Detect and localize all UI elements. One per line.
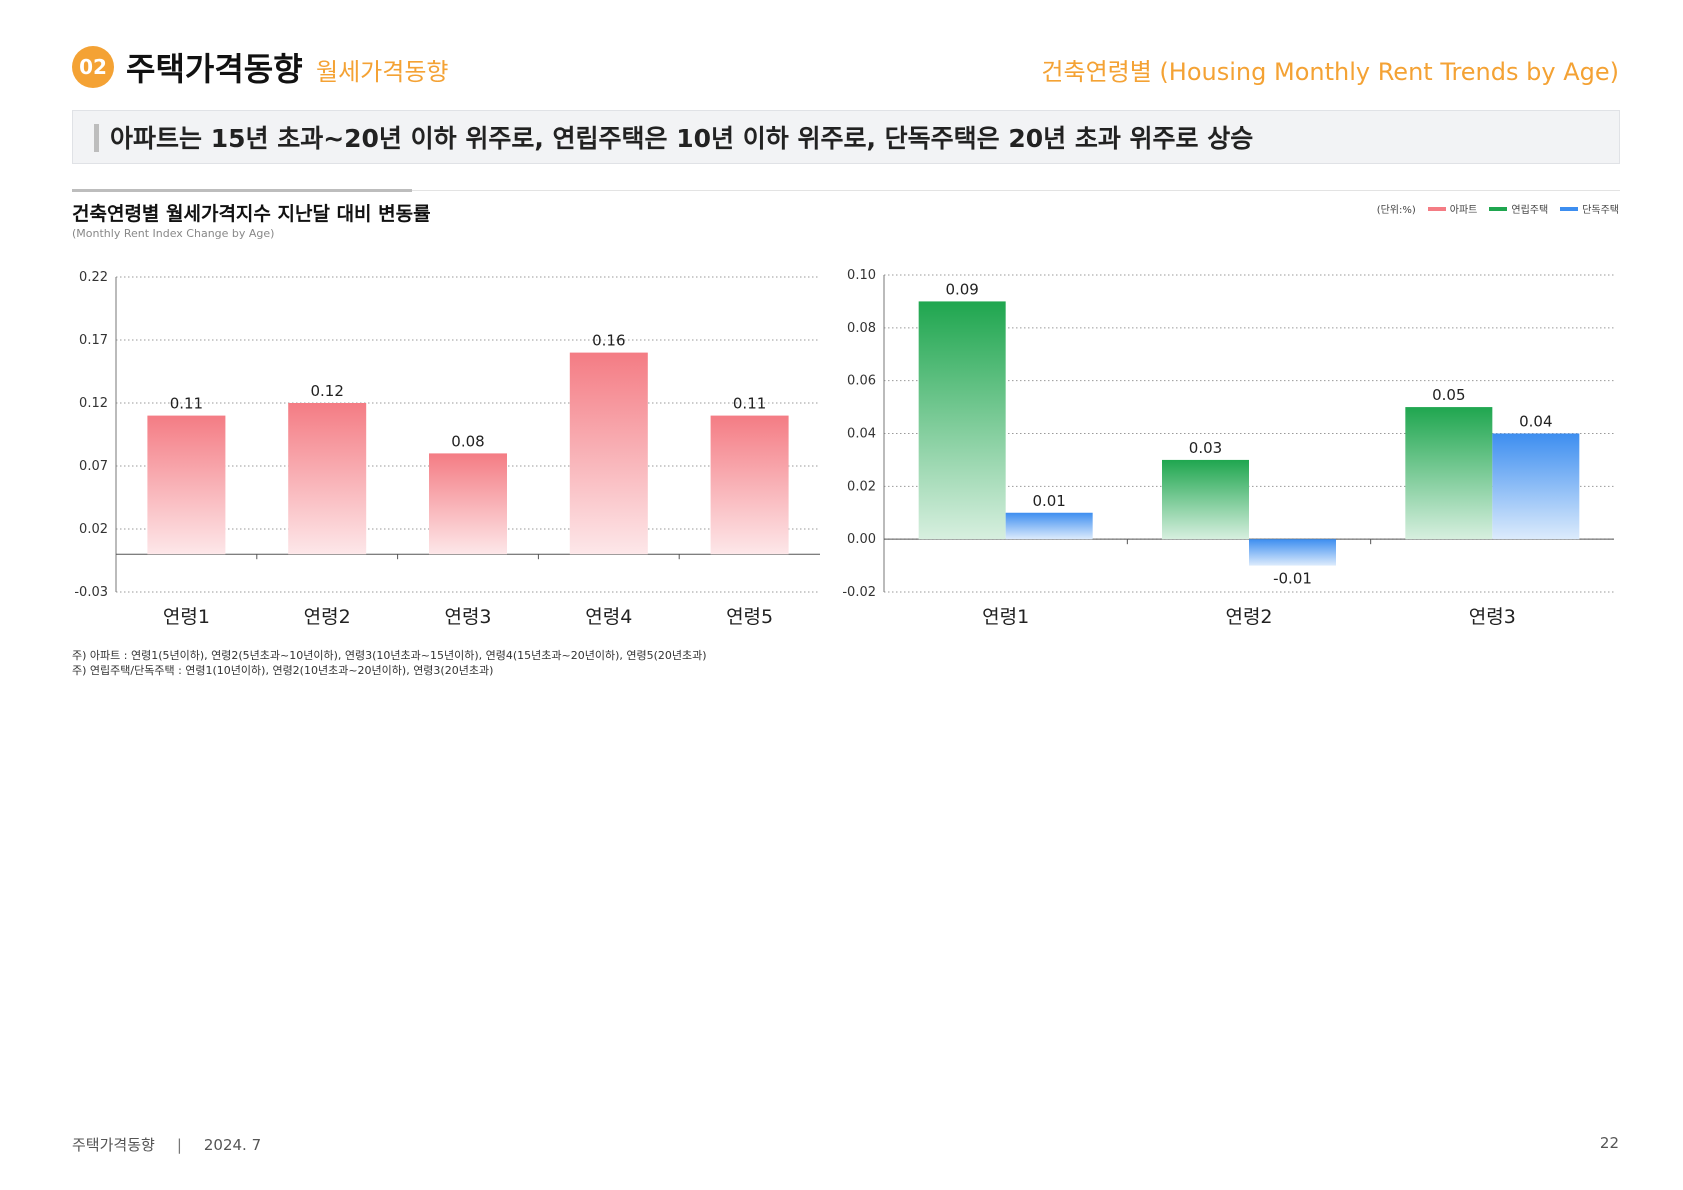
rowhouse-detached-data-label: 0.04 — [1519, 413, 1552, 431]
rowhouse-detached-bar — [1162, 459, 1249, 540]
rowhouse-detached-ytick-label: 0.00 — [847, 532, 876, 547]
apartment-category-label: 연령2 — [304, 606, 351, 628]
rowhouse-detached-category-label: 연령3 — [1469, 606, 1516, 628]
apartment-ytick-label: -0.03 — [74, 585, 108, 600]
apartment-category-label: 연령4 — [585, 606, 632, 628]
apartment-bar — [147, 415, 226, 555]
apartment-ytick-label: 0.12 — [79, 396, 108, 411]
chart-title: 건축연령별 월세가격지수 지난달 대비 변동률 — [72, 203, 431, 225]
section-title: 주택가격동향 — [126, 50, 303, 88]
legend-swatch-detached — [1560, 206, 1579, 211]
page-topic-title: 건축연령별 (Housing Monthly Rent Trends by Ag… — [1041, 58, 1619, 86]
rowhouse-detached-ytick-label: 0.10 — [847, 268, 876, 283]
legend-label-apartment: 아파트 — [1449, 205, 1478, 216]
rowhouse-detached-ytick-label: 0.08 — [847, 321, 876, 336]
rowhouse-detached-bar — [1249, 539, 1336, 566]
legend-item-rowhouse: 연립주택 — [1489, 201, 1548, 216]
legend-swatch-rowhouse — [1489, 206, 1508, 211]
apartment-data-label: 0.16 — [592, 332, 625, 350]
section-divider-accent — [72, 189, 412, 192]
footer-title: 주택가격동향 — [72, 1136, 155, 1154]
rowhouse-detached-bar — [1492, 433, 1580, 540]
rowhouse-detached-data-label: 0.05 — [1432, 386, 1465, 404]
apartment-bar — [429, 453, 507, 555]
rowhouse-detached-bar-chart: 0.10 0.08 0.06 0.04 0.02 0.00 -0.02 0.09 0.03 0.0… — [842, 268, 1614, 628]
legend-label-rowhouse: 연립주택 — [1511, 205, 1549, 216]
apartment-ytick-label: 0.07 — [79, 459, 108, 474]
headline-accent-bar — [94, 124, 99, 152]
legend-swatch-apartment — [1427, 206, 1446, 211]
legend-item-apartment: 아파트 — [1427, 201, 1478, 216]
headline-text: 아파트는 15년 초과~20년 이하 위주로, 연립주택은 10년 이하 위주로… — [110, 124, 1254, 153]
headline-box — [72, 110, 1620, 164]
rowhouse-detached-data-label: 0.01 — [1032, 492, 1065, 510]
apartment-bar — [569, 352, 648, 555]
apartment-data-label: 0.11 — [733, 395, 766, 413]
chart-subtitle: (Monthly Rent Index Change by Age) — [72, 227, 275, 240]
footer-publication: 주택가격동향 | 2024. 7 — [72, 1134, 261, 1155]
rowhouse-detached-data-label: -0.01 — [1273, 570, 1312, 588]
apartment-category-label: 연령5 — [726, 606, 773, 628]
section-number-badge: 02 — [72, 46, 114, 88]
apartment-bar — [710, 415, 789, 555]
footer-date: 2024. 7 — [203, 1136, 262, 1154]
section-subtitle: 월세가격동향 — [316, 58, 449, 86]
rowhouse-detached-category-label: 연령2 — [1225, 606, 1272, 628]
rowhouse-detached-ytick-label: 0.02 — [847, 479, 876, 494]
legend-item-detached: 단독주택 — [1560, 201, 1619, 216]
chart-legend: (단위:%) 아파트 연립주택 단독주택 — [1377, 201, 1619, 216]
rowhouse-detached-category-label: 연령1 — [982, 606, 1029, 628]
apartment-ytick-label: 0.02 — [79, 522, 108, 537]
unit-label: (단위:%) — [1376, 205, 1416, 216]
rowhouse-detached-ytick-label: 0.04 — [847, 427, 876, 442]
section-divider — [72, 190, 1620, 191]
apartment-ytick-label: 0.22 — [79, 270, 108, 285]
apartment-data-label: 0.11 — [170, 395, 203, 413]
legend-label-detached: 단독주택 — [1582, 205, 1619, 216]
apartment-category-label: 연령3 — [444, 606, 491, 628]
apartment-data-label: 0.12 — [310, 382, 343, 400]
rowhouse-detached-bar — [1005, 512, 1093, 540]
footnote-rowhouse-detached: 주) 연립주택/단독주택 : 연령1(10년이하), 연령2(10년초과~20년… — [72, 664, 494, 677]
rowhouse-detached-bar — [1405, 407, 1493, 540]
rowhouse-detached-data-label: 0.09 — [945, 280, 978, 298]
rowhouse-detached-ytick-label: -0.02 — [842, 585, 876, 600]
page-number: 22 — [1599, 1134, 1619, 1152]
footnote-apartment: 주) 아파트 : 연령1(5년이하), 연령2(5년초과~10년이하), 연령3… — [72, 649, 707, 662]
apartment-data-label: 0.08 — [451, 432, 484, 450]
apartment-category-label: 연령1 — [163, 606, 210, 628]
rowhouse-detached-ytick-label: 0.06 — [847, 374, 876, 389]
apartment-ytick-label: 0.17 — [79, 333, 108, 348]
apartment-bar-chart: 0.22 0.17 0.12 0.07 0.02 -0.03 0.11 0.12 0.08 0.1… — [74, 270, 820, 628]
rowhouse-detached-data-label: 0.03 — [1189, 439, 1222, 457]
rowhouse-detached-bar — [918, 301, 1006, 540]
footer-separator: | — [176, 1136, 182, 1154]
apartment-bar — [288, 403, 367, 555]
